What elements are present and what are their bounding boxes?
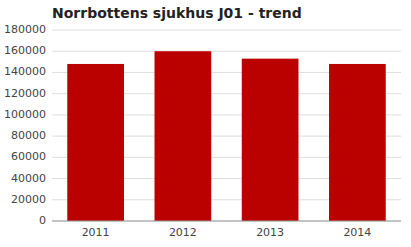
y-tick-label: 20000: [11, 193, 46, 206]
y-tick-label: 60000: [11, 150, 46, 163]
grid-line: [52, 51, 401, 52]
bar: [67, 64, 124, 221]
x-axis-line: [52, 221, 401, 222]
chart: 0 20000 40000 60000 80000 100000 120000 140000 1…: [0, 0, 411, 247]
y-tick-label: 80000: [11, 129, 46, 142]
x-axis: 2011 2012 2013 2014: [52, 221, 401, 239]
y-tick-label: 120000: [4, 87, 46, 100]
bar: [329, 64, 386, 221]
x-tick-label: 2011: [82, 226, 110, 239]
bar: [155, 51, 212, 221]
y-tick-label: 140000: [4, 65, 46, 78]
grid-line: [52, 30, 401, 31]
x-tick-label: 2014: [343, 226, 371, 239]
title: Norrbottens sjukhus J01 - trend: [52, 5, 302, 21]
bar: [242, 59, 299, 221]
y-tick-label: 100000: [4, 108, 46, 121]
y-axis: 0 20000 40000 60000 80000 100000 120000 140000 1…: [4, 23, 46, 227]
y-tick-label: 180000: [4, 23, 46, 36]
bars: [67, 51, 385, 221]
y-tick-label: 40000: [11, 172, 46, 185]
chart-container: 0 20000 40000 60000 80000 100000 120000 140000 1…: [0, 0, 411, 247]
y-tick-label: 0: [39, 214, 46, 227]
grid: [52, 30, 401, 221]
x-tick-label: 2013: [256, 226, 284, 239]
x-tick-label: 2012: [169, 226, 197, 239]
y-tick-label: 160000: [4, 44, 46, 57]
grid-line: [52, 221, 401, 222]
